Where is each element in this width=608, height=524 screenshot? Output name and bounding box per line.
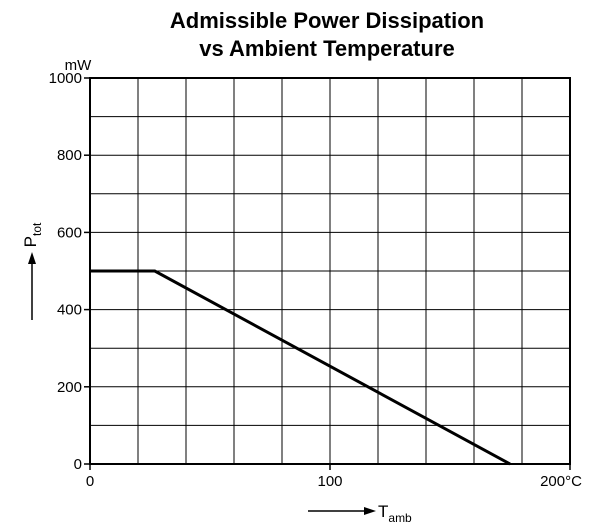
y-tick-label-0: 0: [74, 456, 82, 473]
x-axis-label-sub: amb: [388, 511, 412, 524]
y-tick-label-3: 600: [57, 224, 82, 241]
y-axis-label: Ptot: [21, 222, 44, 247]
x-axis-label-main: T: [378, 502, 388, 521]
x-axis-label: Tamb: [378, 502, 412, 524]
y-unit-label: mW: [65, 57, 92, 74]
y-tick-label-1: 200: [57, 379, 82, 396]
x-axis-arrow: [308, 507, 376, 515]
x-unit-label: °C: [565, 473, 582, 490]
y-axis-label-sub: tot: [30, 222, 44, 236]
series-group: [90, 269, 511, 466]
y-axis-label-main: P: [21, 236, 40, 247]
svg-text:Ptot: Ptot: [21, 222, 44, 247]
x-tick-label-2: 200°C: [540, 473, 582, 490]
y-tick-label-5: 1000: [49, 70, 82, 87]
y-axis-arrow: [28, 252, 36, 320]
series-line-0: [90, 269, 511, 466]
grid: [89, 77, 571, 465]
x-tick-label-0: 0: [86, 473, 94, 490]
y-tick-label-4: 800: [57, 147, 82, 164]
y-tick-labels: 0 200 400 600 800 1000: [49, 70, 90, 473]
chart-title-line-2: vs Ambient Temperature: [199, 36, 455, 61]
x-tick-labels: 0 100 200°C: [86, 464, 582, 490]
chart-title-line-1: Admissible Power Dissipation: [170, 8, 484, 33]
y-tick-label-2: 400: [57, 302, 82, 319]
x-tick-label-1: 100: [317, 473, 342, 490]
